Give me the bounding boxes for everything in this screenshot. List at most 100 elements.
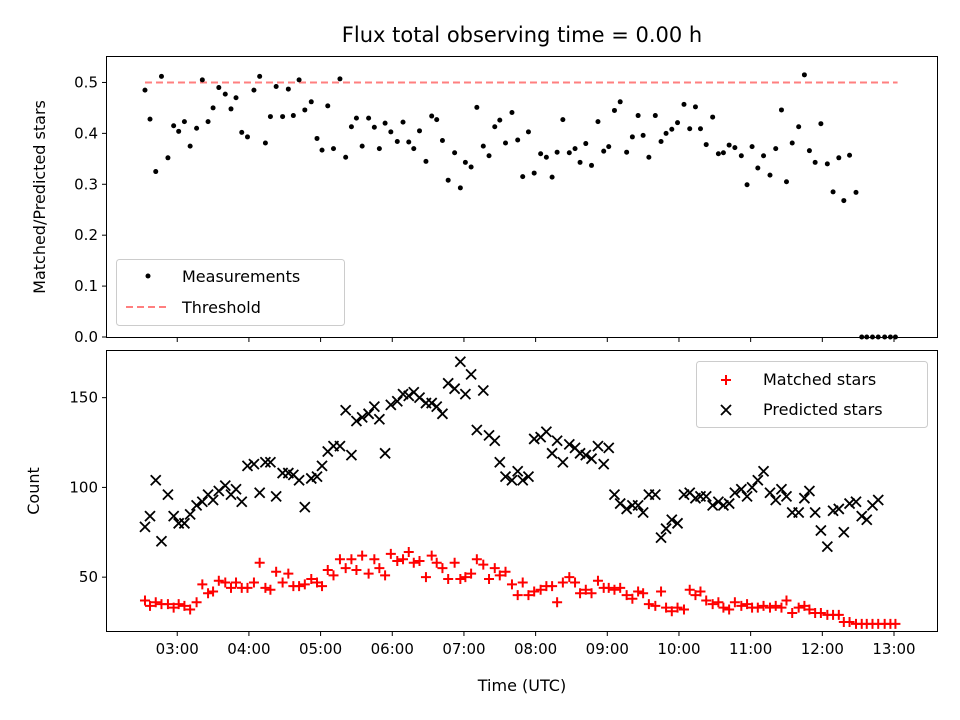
matched-star-marker (449, 557, 460, 568)
predicted-star-marker (735, 483, 747, 495)
predicted-star-marker (506, 474, 518, 486)
predicted-star-marker (872, 494, 884, 506)
measurement-point (359, 143, 365, 149)
matched-star-marker (489, 563, 500, 574)
predicted-star-marker (517, 474, 529, 486)
predicted-star-marker (489, 435, 501, 447)
measurement-point (452, 150, 458, 156)
matched-star-marker (455, 573, 466, 584)
matched-star-marker (254, 557, 265, 568)
predicted-star-marker (259, 456, 272, 468)
predicted-star-marker (248, 458, 260, 470)
predicted-star-marker (809, 506, 821, 519)
predicted-star-marker (746, 481, 758, 494)
measurement-point (549, 174, 555, 180)
predicted-star-marker (557, 456, 569, 468)
matched-star-marker (213, 575, 224, 586)
matched-star-marker (203, 588, 214, 599)
predicted-star-marker (334, 440, 346, 452)
matched-star-marker (609, 584, 620, 595)
matched-star-marker (844, 617, 855, 628)
predicted-star-marker (270, 490, 282, 503)
measurement-point (400, 119, 406, 125)
predicted-star-marker (373, 413, 386, 425)
measurement-point (296, 77, 302, 83)
measurement-point (710, 114, 716, 120)
predicted-star-marker (190, 499, 203, 511)
predicted-star-marker (608, 488, 621, 501)
predicted-star-marker (723, 497, 735, 510)
measurement-point (658, 139, 664, 145)
measurement-point (663, 130, 669, 136)
ratio-y-tick-label: 0.1 (74, 277, 98, 295)
matched-star-marker (312, 577, 323, 588)
matched-star-marker (650, 600, 661, 611)
predicted-star-marker (254, 487, 266, 499)
chart-title: Flux total observing time = 0.00 h (342, 23, 702, 47)
matched-star-marker (799, 600, 810, 611)
measurement-point (176, 128, 182, 134)
matched-star-marker (564, 572, 575, 583)
measurement-point (789, 140, 795, 146)
predicted-star-marker (431, 401, 443, 413)
predicted-star-marker (843, 497, 856, 510)
predicted-stars-legend-marker (720, 404, 732, 416)
measurement-point (222, 91, 228, 97)
predicted-star-marker (815, 524, 827, 537)
measurement-point (520, 174, 526, 180)
matched-star-marker (414, 556, 425, 566)
matched-star-marker (529, 586, 540, 597)
predicted-star-marker (838, 526, 850, 538)
measurement-point (525, 129, 531, 135)
measurement-point (744, 182, 750, 188)
predicted-star-marker (362, 408, 375, 420)
measurement-point (572, 146, 578, 152)
matched-star-marker (328, 570, 339, 581)
predicted-star-marker (391, 395, 403, 407)
measurement-point (280, 114, 286, 120)
measurement-point (486, 153, 492, 159)
measurement-point (761, 153, 767, 159)
predicted-star-marker (168, 510, 180, 522)
measurement-point (492, 124, 498, 130)
matched-star-marker (374, 563, 385, 574)
measurement-point (273, 84, 279, 90)
ratio-panel: 0.0 0.1 0.2 0.3 0.4 0.5 Matched/Predicted sta… (30, 56, 938, 346)
predicted-star-marker (793, 506, 805, 519)
matched-star-marker (478, 559, 489, 570)
measurement-point (388, 129, 394, 135)
matched-star-marker (283, 568, 294, 579)
predicted-star-marker (752, 474, 764, 486)
predicted-star-marker (712, 496, 725, 508)
measurement-point (348, 124, 354, 130)
measurement-point (210, 105, 216, 111)
matched-star-marker (758, 600, 769, 611)
measurement-point (308, 99, 314, 105)
measurement-point (165, 155, 171, 161)
measurement-point (371, 124, 377, 130)
matched-star-marker (580, 584, 591, 595)
matched-star-marker (770, 600, 781, 611)
predicted-star-marker (471, 424, 483, 436)
predicted-star-marker (219, 479, 231, 492)
predicted-star-marker (184, 508, 196, 520)
measurement-point (824, 161, 830, 167)
count-panel: 50 100 150 03:00 04:00 05:00 06:00 07:00 08:00 09… (24, 350, 938, 695)
matched-star-marker (173, 599, 184, 610)
count-x-tick-label: 05:00 (299, 640, 342, 658)
matched-star-marker (787, 608, 798, 619)
measurement-point (847, 152, 853, 158)
predicted-stars-series (139, 356, 884, 553)
predicted-star-marker (345, 449, 358, 461)
predicted-star-marker (655, 532, 667, 544)
predicted-star-marker (707, 499, 719, 511)
predicted-star-marker (540, 426, 553, 438)
measurement-point (142, 87, 148, 93)
measurement-point (853, 189, 859, 195)
measurement-point (554, 149, 560, 155)
measurement-point (818, 121, 824, 127)
matched-star-marker (380, 570, 391, 581)
matched-star-marker (592, 575, 603, 586)
predicted-star-marker (340, 404, 352, 416)
measurement-point (423, 158, 429, 164)
